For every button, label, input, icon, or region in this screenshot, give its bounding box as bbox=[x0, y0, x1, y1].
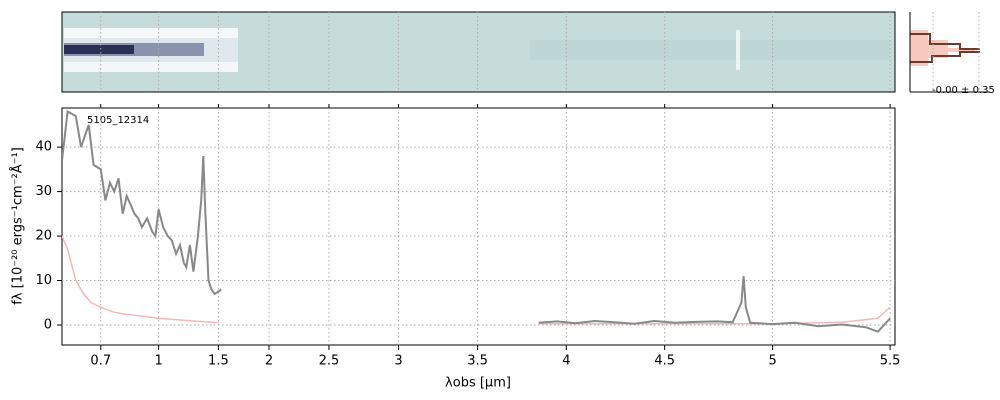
y-tick-label: 30 bbox=[35, 184, 52, 199]
x-tick-label: 5 bbox=[768, 354, 776, 369]
y-axis-label: fλ [10⁻²⁰ ergs⁻¹cm⁻²Å⁻¹] bbox=[10, 147, 26, 305]
x-tick-label: 1 bbox=[154, 354, 162, 369]
x-tick-label: 2.5 bbox=[319, 354, 340, 369]
y-tick-label: 10 bbox=[35, 273, 52, 288]
histogram-panel: -0.00 ± 0.35 bbox=[909, 12, 995, 96]
y-tick-label: 40 bbox=[35, 140, 52, 155]
x-tick-label: 1.5 bbox=[208, 354, 229, 369]
x-tick-label: 2 bbox=[265, 354, 273, 369]
spectrum-2d bbox=[61, 11, 896, 93]
x-tick-label: 4 bbox=[562, 354, 570, 369]
x-tick-label: 5.5 bbox=[880, 354, 901, 369]
x-tick-label: 3 bbox=[394, 354, 402, 369]
x-tick-label: 3.5 bbox=[467, 354, 488, 369]
stat-label: -0.00 ± 0.35 bbox=[932, 85, 995, 96]
x-axis-label: λobs [μm] bbox=[445, 376, 511, 391]
y-tick-label: 0 bbox=[44, 317, 52, 332]
plot-frame bbox=[61, 107, 896, 346]
x-tick-label: 0.7 bbox=[90, 354, 111, 369]
y-tick-label: 20 bbox=[35, 229, 52, 244]
x-tick-label: 4.5 bbox=[654, 354, 675, 369]
series-line bbox=[62, 235, 891, 325]
object-label: 5105_12314 bbox=[87, 115, 149, 126]
series-line bbox=[62, 110, 891, 333]
